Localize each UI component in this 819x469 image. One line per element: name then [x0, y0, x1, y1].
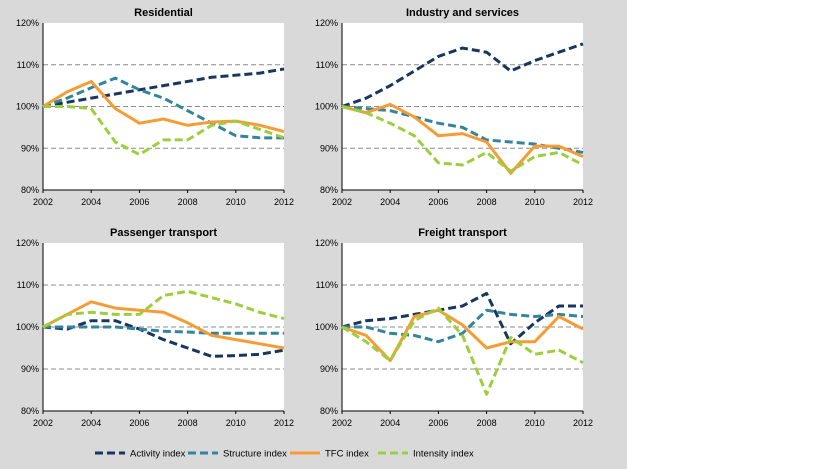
series-line-tfc	[341, 102, 584, 175]
y-tick-label: 100%	[16, 102, 39, 112]
y-tick-label: 120%	[16, 238, 39, 248]
x-tick-label: 2010	[525, 418, 545, 428]
x-tick-label: 2006	[129, 197, 149, 207]
x-tick-label: 2006	[428, 197, 448, 207]
legend-label-activity: Activity index	[130, 449, 186, 460]
y-tick-label: 80%	[320, 406, 338, 416]
x-tick-label: 2008	[477, 418, 497, 428]
series-line-intensity	[43, 105, 285, 157]
x-tick-label: 2010	[226, 418, 246, 428]
x-tick-label: 2002	[33, 197, 53, 207]
x-tick-label: 2004	[81, 197, 101, 207]
series-line-intensity	[341, 306, 584, 396]
x-tick-label: 2008	[477, 197, 497, 207]
panel-title: Freight transport	[418, 227, 507, 239]
figure: 80% 90% 100% 110% 120% 2002 2004 2006 2008 2010 20…	[0, 0, 627, 469]
y-tick-label: 120%	[16, 18, 39, 28]
series-line-activity	[42, 67, 285, 108]
x-tick-label: 2012	[274, 418, 294, 428]
chart-svg: 80% 90% 100% 110% 120% 2002 2004 2006 2008 2010 20…	[16, 7, 593, 460]
legend-label-intensity: Intensity index	[413, 449, 474, 460]
series-line-structure	[42, 76, 284, 140]
x-tick-label: 2004	[380, 197, 400, 207]
x-tick-label: 2004	[81, 418, 101, 428]
x-tick-label: 2002	[332, 197, 352, 207]
series-line-activity	[341, 291, 583, 346]
series-line-tfc	[341, 308, 584, 363]
y-tick-label: 110%	[316, 60, 338, 70]
y-tick-label: 90%	[21, 364, 39, 374]
y-tick-label: 110%	[17, 60, 39, 70]
y-tick-label: 120%	[315, 238, 338, 248]
x-tick-label: 2012	[573, 197, 593, 207]
y-tick-label: 80%	[21, 406, 39, 416]
x-tick-label: 2006	[129, 418, 149, 428]
y-tick-label: 90%	[320, 364, 338, 374]
y-tick-label: 100%	[16, 322, 39, 332]
panel-title: Passenger transport	[110, 227, 217, 239]
x-tick-label: 2004	[380, 418, 400, 428]
series-line-tfc	[42, 300, 285, 350]
panel-title: Industry and services	[406, 7, 519, 19]
x-tick-label: 2002	[33, 418, 53, 428]
x-tick-label: 2008	[178, 197, 198, 207]
x-tick-label: 2010	[226, 197, 246, 207]
series-line-intensity	[42, 289, 285, 329]
y-tick-label: 80%	[320, 185, 338, 195]
y-tick-label: 120%	[315, 18, 338, 28]
y-tick-label: 90%	[21, 143, 39, 153]
y-tick-label: 100%	[315, 322, 338, 332]
y-tick-label: 110%	[316, 280, 338, 290]
series-line-activity	[42, 319, 285, 358]
x-tick-label: 2012	[274, 197, 294, 207]
x-tick-label: 2002	[332, 418, 352, 428]
series-line-structure	[342, 308, 584, 344]
x-tick-label: 2008	[178, 418, 198, 428]
y-tick-label: 80%	[21, 185, 39, 195]
x-tick-label: 2010	[525, 197, 545, 207]
x-tick-label: 2006	[428, 418, 448, 428]
y-tick-label: 90%	[320, 143, 338, 153]
legend-label-tfc: TFC index	[325, 449, 369, 460]
legend-label-structure: Structure index	[223, 449, 287, 460]
y-tick-label: 110%	[17, 280, 39, 290]
series-line-activity	[341, 42, 584, 108]
panel-title: Residential	[134, 7, 193, 19]
series-line-intensity	[341, 105, 584, 173]
series-line-structure	[43, 325, 284, 335]
y-tick-label: 100%	[315, 102, 338, 112]
x-tick-label: 2012	[573, 418, 593, 428]
